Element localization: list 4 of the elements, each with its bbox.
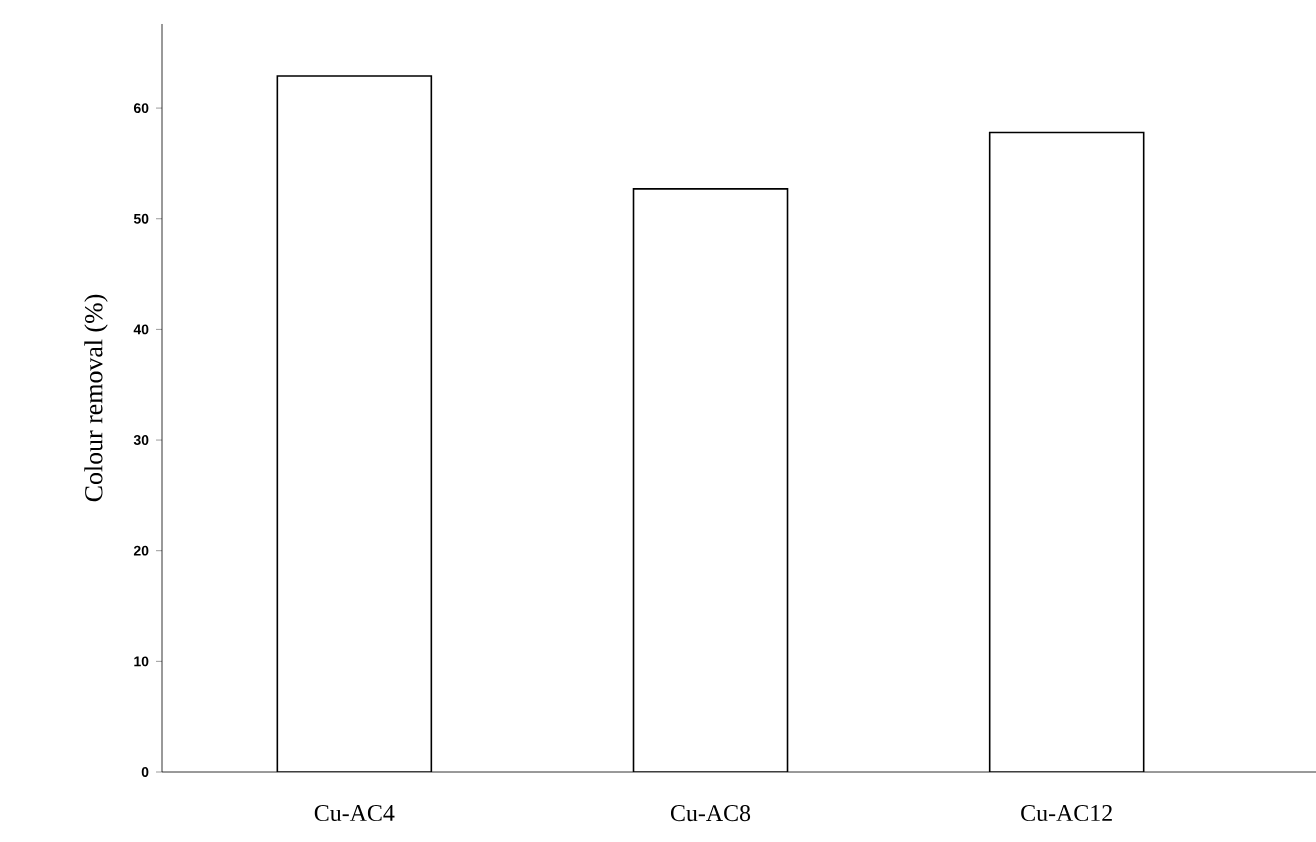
x-tick-label: Cu-AC4 bbox=[314, 805, 395, 822]
y-axis-title: Colour removal (%) bbox=[84, 294, 108, 502]
x-tick-label: Cu-AC12 bbox=[1021, 805, 1112, 822]
x-tick-label: Cu-AC8 bbox=[670, 805, 751, 822]
